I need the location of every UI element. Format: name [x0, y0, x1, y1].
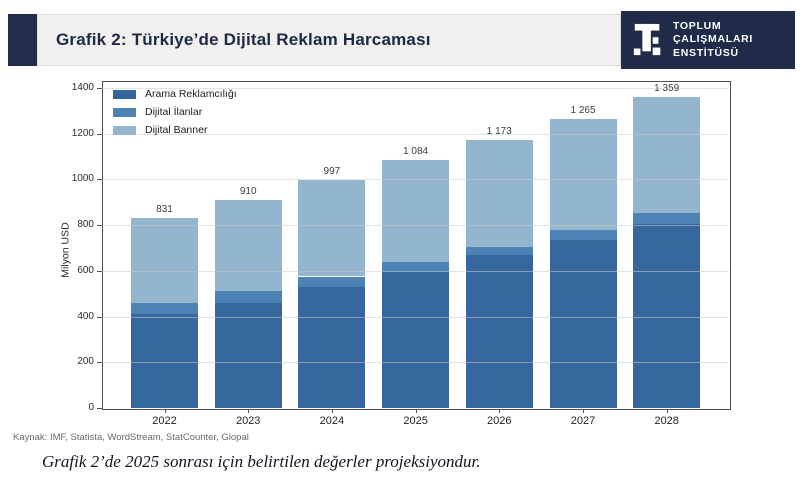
- x-tick-mark-2022: [164, 409, 166, 413]
- legend-swatch-icon: [113, 89, 136, 99]
- bar-total-label-2022: 831: [156, 203, 173, 215]
- gridline-600: [102, 270, 729, 272]
- toplum-calismalari-enstitusu-icon: [633, 23, 661, 56]
- legend: Arama Reklamcılığı Dijital İlanlar Dijital…: [113, 85, 237, 139]
- bar-2027-segment-2[interactable]: [549, 118, 617, 230]
- logo: TOPLUM ÇALIŞMALARI ENSTİTÜSÜ: [621, 11, 795, 69]
- gridline-800: [102, 225, 729, 227]
- y-tick-mark-1000: [97, 179, 102, 181]
- bar-total-label-2026: 1 173: [486, 125, 512, 137]
- x-tick-label-2026: 2026: [487, 415, 512, 427]
- bar-2023-segment-0[interactable]: [214, 302, 282, 408]
- x-tick-label-2027: 2027: [570, 415, 596, 427]
- legend-label: Dijital Banner: [145, 124, 208, 136]
- y-tick-label-1200: 1200: [71, 127, 94, 139]
- y-tick-label-800: 800: [77, 219, 94, 231]
- bar-2022-segment-2[interactable]: [131, 217, 198, 303]
- x-tick-label-2022: 2022: [152, 415, 177, 427]
- bar-2023-segment-2[interactable]: [214, 199, 282, 292]
- y-tick-label-1000: 1000: [71, 173, 94, 185]
- gridline-1400: [102, 87, 729, 89]
- y-tick-label-0: 0: [88, 402, 94, 413]
- bar-2024-segment-0[interactable]: [298, 286, 366, 408]
- logo-text: TOPLUM ÇALIŞMALARI ENSTİTÜSÜ: [673, 20, 753, 61]
- legend-swatch-icon: [113, 107, 136, 117]
- legend-swatch-icon: [113, 125, 136, 135]
- header: Grafik 2: Türkiye’de Dijital Reklam Harc…: [8, 11, 795, 69]
- y-tick-mark-800: [97, 225, 102, 227]
- y-tick-mark-0: [97, 408, 102, 409]
- bar-total-label-2023: 910: [239, 185, 257, 197]
- y-tick-mark-600: [97, 270, 102, 272]
- bar-2027-segment-1[interactable]: [549, 229, 617, 240]
- x-tick-label-2023: 2023: [235, 415, 261, 427]
- x-tick-mark-2023: [248, 409, 250, 413]
- bar-2022-segment-0[interactable]: [131, 314, 198, 408]
- bar-2024-segment-1[interactable]: [298, 276, 366, 287]
- y-tick-mark-400: [97, 316, 102, 318]
- bar-2025-segment-1[interactable]: [382, 261, 450, 272]
- bar-total-label-2027: 1 265: [570, 104, 596, 116]
- gridline-1000: [102, 179, 729, 181]
- bar-2028-segment-0[interactable]: [633, 223, 701, 408]
- x-tick-mark-2027: [583, 409, 584, 413]
- source-note: Kaynak: IMF, Statista, WordStream, StatC…: [13, 432, 249, 443]
- page-title: Grafik 2: Türkiye’de Dijital Reklam Harc…: [56, 30, 431, 49]
- legend-item-1: Dijital İlanlar: [113, 103, 237, 121]
- y-tick-label-1400: 1400: [71, 81, 94, 93]
- bar-2026-segment-0[interactable]: [465, 254, 533, 408]
- y-tick-mark-1400: [97, 87, 102, 89]
- caption: Grafik 2’de 2025 sonrası için belirtilen…: [42, 452, 481, 471]
- gridline-200: [102, 362, 729, 364]
- legend-item-0: Arama Reklamcılığı: [113, 85, 237, 103]
- x-tick-label-2024: 2024: [319, 415, 345, 427]
- y-tick-label-600: 600: [77, 264, 94, 276]
- y-tick-label-400: 400: [77, 310, 94, 322]
- x-tick-mark-2024: [331, 409, 333, 413]
- gridline-400: [102, 316, 729, 318]
- y-tick-mark-1200: [97, 133, 102, 135]
- bar-2028-segment-1[interactable]: [633, 212, 701, 224]
- header-title-bar: Grafik 2: Türkiye’de Dijital Reklam Harc…: [37, 14, 621, 66]
- x-tick-mark-2028: [666, 409, 668, 413]
- gridline-1200: [102, 133, 729, 135]
- bar-2023-segment-1[interactable]: [214, 291, 282, 303]
- bar-2026-segment-2[interactable]: [465, 139, 533, 247]
- logo-line-1: TOPLUM: [673, 19, 722, 32]
- bar-2028-segment-2[interactable]: [633, 97, 701, 213]
- legend-item-2: Dijital Banner: [113, 121, 237, 139]
- bar-total-label-2028: 1 359: [654, 83, 680, 95]
- header-accent-block: [8, 14, 37, 66]
- bar-2026-segment-1[interactable]: [465, 246, 533, 255]
- logo-line-3: ENSTİTÜSÜ: [673, 46, 739, 59]
- x-tick-label-2025: 2025: [403, 415, 428, 427]
- bar-total-label-2025: 1 084: [403, 146, 429, 158]
- legend-label: Dijital İlanlar: [145, 106, 203, 118]
- bar-total-label-2024: 997: [323, 166, 341, 177]
- bar-2024-segment-2[interactable]: [298, 180, 366, 277]
- bar-2025-segment-2[interactable]: [382, 160, 450, 262]
- bar-2022-segment-1[interactable]: [131, 302, 198, 315]
- bar-2027-segment-0[interactable]: [549, 239, 617, 408]
- x-tick-mark-2026: [499, 409, 501, 413]
- x-tick-mark-2025: [415, 409, 417, 413]
- bar-2025-segment-0[interactable]: [382, 271, 450, 408]
- y-tick-label-200: 200: [77, 356, 94, 368]
- x-tick-label-2028: 2028: [654, 415, 679, 427]
- logo-line-2: ÇALIŞMALARI: [673, 33, 754, 46]
- y-tick-mark-200: [97, 362, 102, 364]
- legend-label: Arama Reklamcılığı: [145, 88, 237, 100]
